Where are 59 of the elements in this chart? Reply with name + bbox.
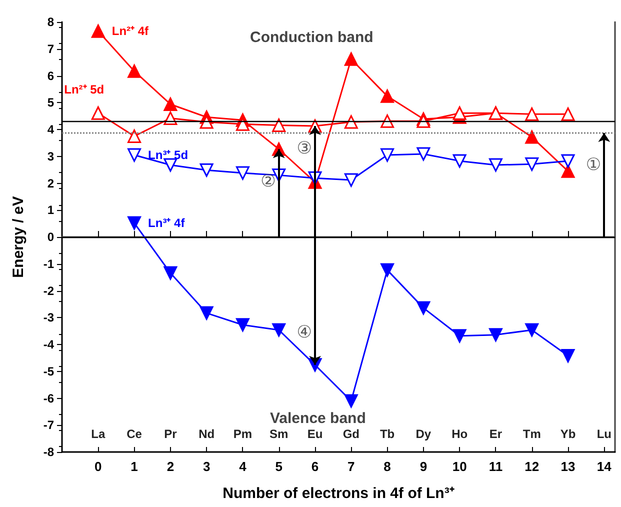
series-label: Ln³⁺ 4f	[148, 216, 186, 230]
y-axis-title: Energy / eV	[10, 196, 27, 278]
x2-tick-label: 8	[384, 459, 391, 474]
annotation: ④	[296, 322, 312, 343]
x-tick-label: Tm	[522, 427, 541, 441]
x2-tick-label: 4	[239, 459, 248, 474]
y-tick-label: 2	[47, 176, 54, 190]
y-tick-label: -7	[43, 418, 54, 432]
y-tick-label: 8	[47, 15, 54, 29]
x2-tick-label: 3	[202, 459, 210, 474]
x2-tick-label: 14	[596, 459, 612, 474]
y-tick-label: -1	[43, 256, 54, 271]
x-tick-label: Er	[489, 427, 502, 441]
y-tick-label: 1	[47, 203, 54, 218]
x-axis-title: Number of electrons in 4f of Ln³⁺	[222, 485, 454, 502]
x2-tick-label: 12	[524, 459, 540, 474]
annotation: Conduction band	[250, 29, 374, 46]
annotation: Valence band	[270, 410, 366, 427]
x2-tick-label: 9	[420, 459, 428, 474]
annotation: ②	[260, 171, 276, 192]
y-tick-label: -2	[43, 284, 54, 298]
y-tick-label: 7	[47, 42, 54, 56]
x2-tick-label: 5	[275, 459, 282, 474]
x2-tick-label: 0	[94, 459, 102, 474]
x-tick-label: Lu	[596, 427, 612, 441]
x-tick-label: Nd	[198, 427, 215, 441]
x-tick-label: Tb	[380, 427, 395, 441]
y-tick-label: 5	[47, 96, 54, 110]
y-tick-label: 0	[47, 230, 54, 244]
x2-tick-label: 11	[488, 459, 503, 474]
y-tick-label: -4	[43, 338, 54, 352]
series-label: Ln²⁺ 4f	[112, 24, 150, 38]
series-label: Ln²⁺ 5d	[64, 82, 104, 96]
y-tick-label: 6	[47, 68, 54, 83]
x2-tick-label: 2	[166, 459, 174, 474]
x-tick-label: Yb	[560, 427, 576, 441]
x-tick-label: Ce	[126, 427, 142, 441]
y-tick-label: 3	[47, 149, 54, 164]
x-tick-label: La	[91, 427, 106, 441]
y-tick-label: -5	[43, 364, 54, 378]
x-tick-label: Eu	[307, 427, 323, 441]
y-tick-label: 4	[47, 122, 54, 136]
x-tick-label: Ho	[452, 427, 468, 441]
series-label: Ln³⁺ 5d	[148, 148, 188, 162]
annotation: ③	[296, 138, 312, 158]
y-tick-label: -3	[43, 310, 54, 325]
x-tick-label: Pr	[164, 427, 178, 441]
x2-tick-label: 10	[452, 459, 467, 474]
x2-tick-label: 7	[348, 459, 355, 474]
y-tick-label: -8	[43, 445, 54, 459]
x2-tick-label: 13	[560, 459, 576, 474]
x2-tick-label: 1	[130, 459, 138, 474]
x2-tick-label: 6	[311, 459, 319, 474]
x-tick-label: Gd	[342, 427, 360, 441]
x-tick-label: Sm	[270, 427, 288, 441]
y-tick-label: -6	[43, 391, 54, 406]
annotation: ①	[586, 155, 602, 176]
x-tick-label: Pm	[233, 427, 252, 441]
x-tick-label: Dy	[416, 427, 432, 441]
